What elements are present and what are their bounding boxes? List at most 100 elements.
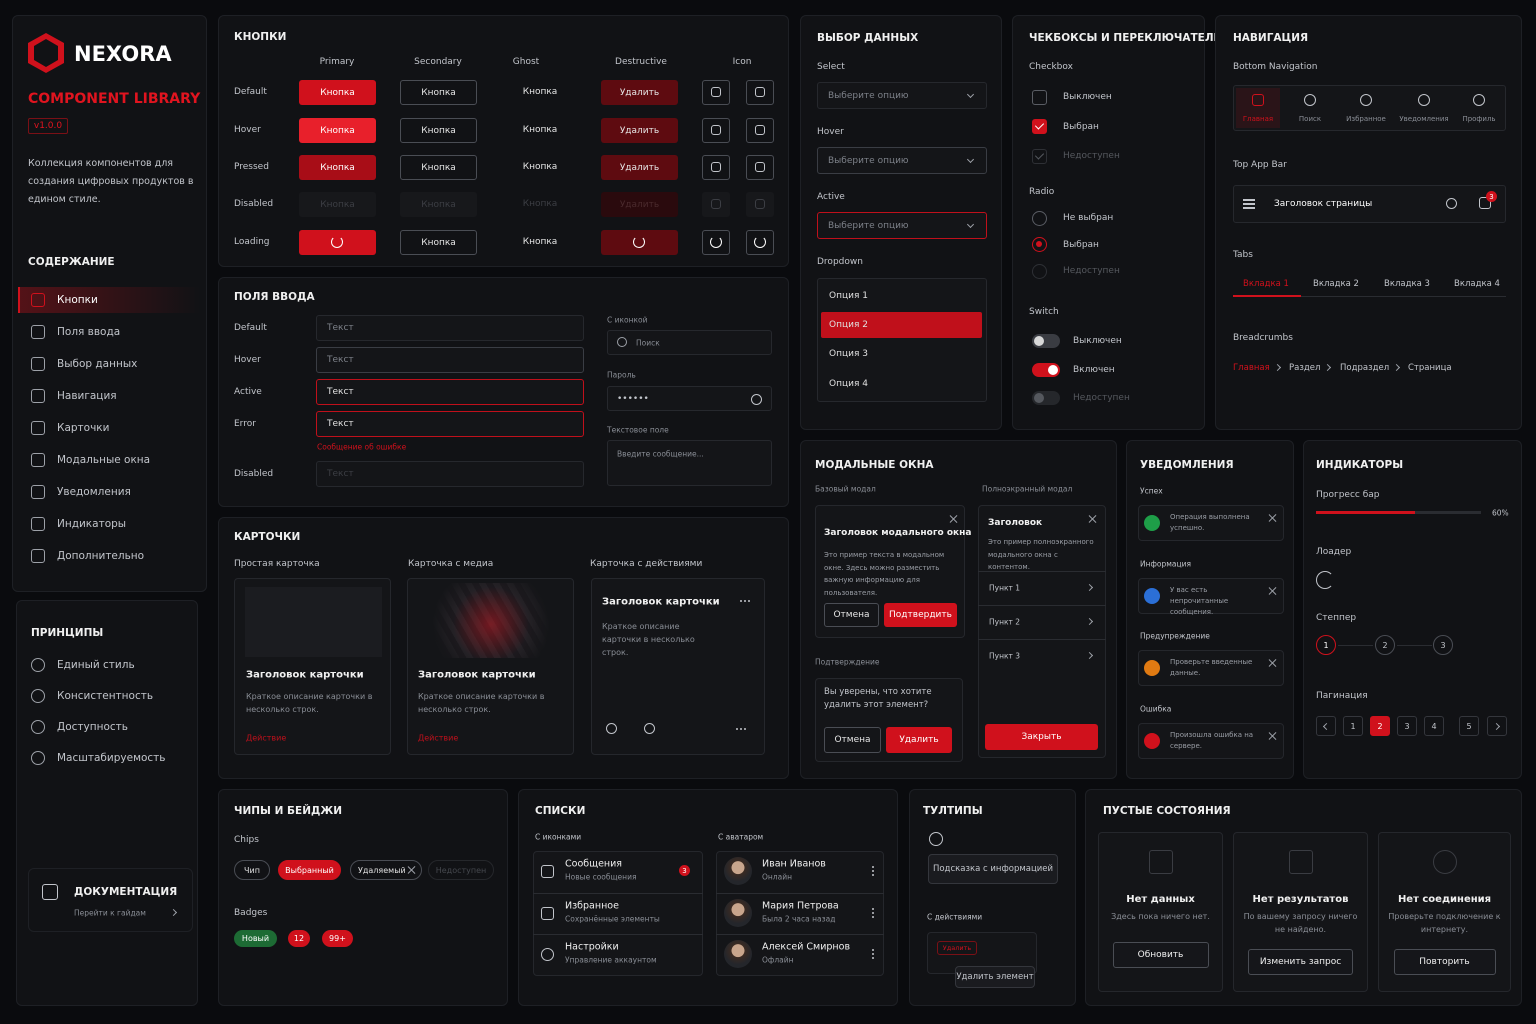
text-input[interactable]: Текст (316, 411, 584, 437)
step[interactable]: 2 (1375, 635, 1395, 655)
dropdown-option[interactable]: Опция 3 (829, 349, 868, 359)
nav-item[interactable]: Кнопки (57, 294, 98, 306)
menu-dot[interactable] (872, 953, 874, 955)
menu-dot[interactable] (740, 600, 742, 602)
destructive-button[interactable]: Удалить (601, 80, 678, 105)
breadcrumb[interactable]: Подраздел (1340, 363, 1390, 373)
text-input[interactable]: Текст (316, 315, 584, 341)
secondary-button[interactable]: Кнопка (400, 230, 477, 255)
ghost-button[interactable]: Кнопка (522, 162, 558, 172)
list-row[interactable] (533, 851, 703, 892)
destructive-button[interactable]: Удалить (601, 192, 678, 217)
list-row[interactable] (533, 893, 703, 934)
icon-button[interactable] (746, 192, 774, 217)
icon-button[interactable] (702, 230, 730, 255)
select[interactable]: Выберите опцию (817, 147, 987, 174)
select[interactable]: Выберите опцию (817, 82, 987, 109)
menu-dot[interactable] (872, 907, 874, 910)
nav-item[interactable]: Модальные окна (57, 454, 151, 466)
modal-list-item[interactable]: Пункт 1 (989, 583, 1021, 593)
secondary-button[interactable]: Кнопка (400, 155, 477, 180)
step[interactable]: 1 (1316, 635, 1336, 655)
page-button[interactable]: 2 (1370, 716, 1390, 736)
select[interactable]: Выберите опцию (817, 212, 987, 239)
empty-button[interactable]: Обновить (1112, 942, 1209, 968)
password-input[interactable] (607, 386, 772, 411)
page-button[interactable]: 4 (1424, 716, 1444, 736)
bottom-nav-item[interactable]: Профиль (1462, 115, 1496, 123)
page-button[interactable]: 1 (1343, 716, 1363, 736)
secondary-button[interactable]: Кнопка (400, 80, 477, 105)
text-input[interactable]: Текст (316, 379, 584, 405)
page-button[interactable]: 5 (1459, 716, 1479, 736)
icon-button[interactable] (746, 80, 774, 105)
dropdown-option[interactable]: Опция 2 (829, 320, 868, 330)
modal-list-item[interactable]: Пункт 2 (989, 617, 1021, 627)
menu-dot[interactable] (872, 957, 874, 959)
icon-button[interactable] (702, 118, 730, 143)
menu-dot[interactable] (872, 911, 874, 914)
destructive-button[interactable]: Удалить (601, 118, 678, 143)
switch[interactable] (1032, 334, 1060, 348)
empty-button[interactable]: Изменить запрос (1248, 949, 1353, 975)
menu-line[interactable] (1243, 207, 1255, 209)
destructive-button[interactable]: Удалить (601, 155, 678, 180)
menu-dot[interactable] (740, 728, 742, 730)
close-icon[interactable] (1268, 659, 1276, 667)
card-action[interactable]: Действие (418, 733, 459, 743)
confirm-button[interactable]: Подтвердить (884, 603, 957, 627)
tab[interactable]: Вкладка 1 (1243, 279, 1289, 289)
checkbox[interactable] (1032, 89, 1047, 105)
chip[interactable]: Удаляемый (350, 860, 422, 880)
primary-button[interactable]: Кнопка (299, 118, 376, 143)
close-icon[interactable] (1268, 732, 1276, 740)
radio[interactable] (1032, 210, 1047, 226)
docs-link[interactable]: Перейти к гайдам (74, 908, 146, 918)
close-button[interactable]: Закрыть (985, 724, 1098, 750)
tab[interactable]: Вкладка 3 (1384, 279, 1430, 289)
radio[interactable] (1032, 237, 1047, 252)
primary-button[interactable]: Кнопка (299, 192, 376, 217)
close-icon[interactable] (949, 515, 957, 523)
secondary-button[interactable]: Кнопка (400, 192, 477, 217)
switch[interactable] (1032, 362, 1060, 377)
list-row[interactable] (533, 934, 703, 975)
menu-dot[interactable] (872, 949, 874, 951)
nav-item[interactable]: Уведомления (57, 486, 131, 498)
action-button[interactable]: Удалить (937, 941, 977, 955)
tab[interactable]: Вкладка 2 (1313, 279, 1359, 289)
dropdown-option[interactable]: Опция 1 (829, 291, 868, 301)
bottom-nav-item[interactable]: Главная (1242, 115, 1274, 123)
nav-item[interactable]: Индикаторы (57, 518, 127, 530)
chip[interactable]: Чип (234, 860, 270, 880)
dropdown-option[interactable]: Опция 4 (829, 379, 868, 389)
modal-list-item[interactable]: Пункт 3 (989, 651, 1021, 661)
docs-title[interactable]: ДОКУМЕНТАЦИЯ (74, 886, 178, 898)
text-input[interactable]: Текст (316, 347, 584, 373)
step[interactable]: 3 (1433, 635, 1453, 655)
card[interactable] (591, 578, 765, 755)
breadcrumb[interactable]: Главная (1233, 363, 1270, 373)
icon-button[interactable] (746, 230, 774, 255)
ghost-button[interactable]: Кнопка (522, 199, 558, 209)
ghost-button[interactable]: Кнопка (522, 237, 558, 247)
close-icon[interactable] (407, 866, 415, 874)
close-icon[interactable] (1268, 514, 1276, 522)
menu-dot[interactable] (872, 915, 874, 918)
icon-button[interactable] (746, 155, 774, 180)
close-icon[interactable] (1268, 587, 1276, 595)
menu-dot[interactable] (736, 728, 738, 730)
nav-item[interactable]: Карточки (57, 422, 110, 434)
search-input[interactable] (607, 330, 772, 355)
primary-button[interactable]: Кнопка (299, 155, 376, 180)
bottom-nav-item[interactable]: Уведомления (1399, 115, 1449, 123)
menu-dot[interactable] (872, 870, 874, 872)
close-icon[interactable] (1088, 515, 1096, 523)
page-prev[interactable] (1316, 716, 1336, 736)
textarea[interactable] (607, 440, 772, 486)
breadcrumb[interactable]: Раздел (1289, 363, 1321, 373)
nav-item[interactable]: Выбор данных (57, 358, 138, 370)
cancel-button[interactable]: Отмена (824, 727, 881, 753)
nav-item[interactable]: Дополнительно (57, 550, 145, 562)
icon-button[interactable] (702, 155, 730, 180)
